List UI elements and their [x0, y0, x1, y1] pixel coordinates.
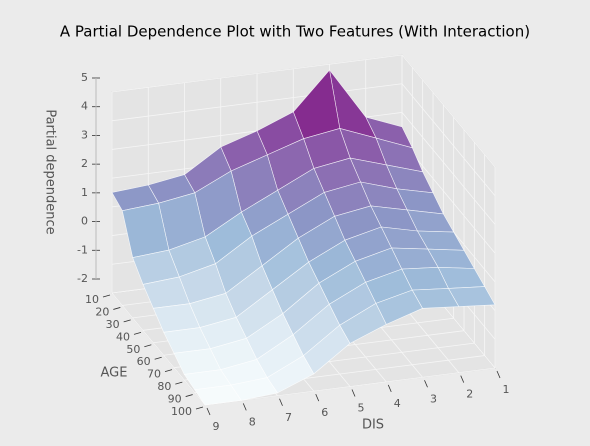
grid-line — [401, 83, 496, 196]
z-tick-label: -1 — [77, 243, 88, 256]
x-tick-label: 9 — [213, 420, 220, 433]
y-tick — [133, 331, 142, 335]
z-tick-label: 3 — [81, 128, 88, 141]
z-tick-label: -2 — [77, 272, 88, 285]
x-tick — [424, 380, 428, 388]
x-tick — [279, 398, 283, 406]
y-axis-label: AGE — [101, 366, 128, 381]
z-tick-label: 4 — [81, 100, 88, 113]
y-tick-label: 60 — [137, 355, 151, 368]
y-tick-label: 10 — [85, 293, 99, 306]
x-tick-label: 6 — [321, 406, 328, 419]
y-tick-label: 100 — [171, 405, 192, 418]
y-tick — [102, 294, 111, 298]
x-tick-label: 8 — [249, 415, 256, 428]
y-tick-label: 20 — [95, 305, 109, 318]
x-tick — [242, 403, 247, 411]
y-tick — [195, 406, 204, 410]
y-tick — [185, 394, 193, 397]
y-tick-label: 30 — [106, 318, 120, 331]
x-tick-label: 7 — [285, 411, 292, 424]
y-tick-label: 80 — [157, 380, 171, 393]
x-tick — [351, 389, 356, 397]
y-tick — [164, 369, 173, 373]
x-tick — [387, 384, 392, 393]
x-tick-label: 1 — [503, 383, 510, 396]
z-tick-label: 5 — [81, 71, 88, 84]
y-tick-label: 70 — [147, 368, 161, 381]
z-tick-label: 1 — [81, 186, 88, 199]
x-tick-label: 2 — [466, 388, 473, 401]
grid-line — [401, 54, 496, 168]
x-tick — [206, 407, 211, 416]
y-tick-label: 50 — [126, 343, 140, 356]
surface-patch — [194, 384, 242, 406]
z-tick-label: 2 — [81, 157, 88, 170]
x-tick-label: 3 — [430, 392, 437, 405]
z-tick-label: 0 — [81, 215, 88, 228]
z-axis-label: Partial dependence — [43, 109, 58, 234]
chart-title: A Partial Dependence Plot with Two Featu… — [60, 23, 530, 41]
y-tick — [154, 356, 162, 360]
y-tick — [123, 319, 131, 323]
x-axis-label: DIS — [362, 418, 384, 433]
x-tick — [460, 375, 465, 383]
grid-line — [401, 112, 496, 225]
x-tick-label: 4 — [394, 397, 401, 410]
y-tick — [113, 307, 121, 310]
x-tick — [496, 370, 501, 379]
y-tick-label: 40 — [116, 330, 130, 343]
y-tick — [175, 381, 183, 385]
y-tick-label: 90 — [168, 393, 182, 406]
x-tick — [315, 393, 320, 402]
grid-line — [111, 292, 206, 406]
y-tick — [144, 344, 152, 348]
x-tick-label: 5 — [358, 402, 365, 415]
